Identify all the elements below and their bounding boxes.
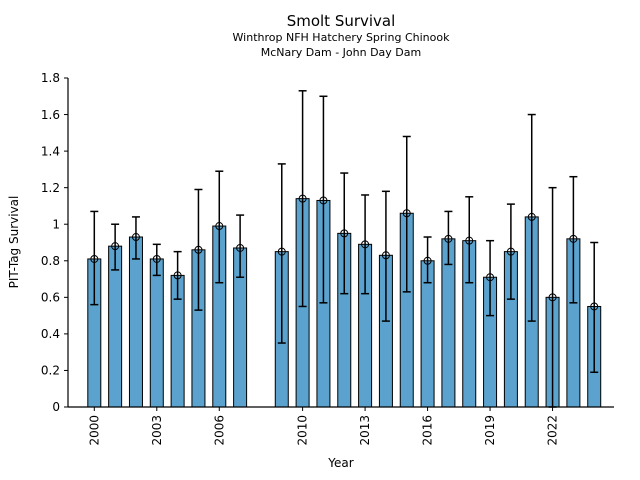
marker-2021 xyxy=(527,212,536,221)
marker-2003 xyxy=(152,254,161,263)
y-tick-label: 0 xyxy=(52,400,60,414)
marker-2012 xyxy=(340,229,349,238)
x-tick-label: 2013 xyxy=(358,415,372,446)
y-tick-label: 1.6 xyxy=(41,108,60,122)
x-tick-label: 2010 xyxy=(296,415,310,446)
marker-2015 xyxy=(402,209,411,218)
chart-title: Smolt Survival xyxy=(286,12,396,30)
x-tick-label: 2022 xyxy=(546,415,560,446)
y-tick-label: 1.2 xyxy=(41,181,60,195)
marker-2019 xyxy=(486,273,495,282)
marker-2017 xyxy=(444,234,453,243)
marker-2013 xyxy=(361,240,370,249)
marker-2023 xyxy=(569,234,578,243)
marker-2009 xyxy=(277,247,286,256)
marker-2004 xyxy=(173,271,182,280)
marker-2007 xyxy=(236,243,245,252)
marker-2018 xyxy=(465,236,474,245)
marker-2014 xyxy=(381,251,390,260)
bar-2002 xyxy=(128,236,143,408)
marker-2005 xyxy=(194,245,203,254)
x-tick-label: 2003 xyxy=(150,415,164,446)
y-tick-label: 0.4 xyxy=(41,327,60,341)
marker-2000 xyxy=(90,254,99,263)
marker-2020 xyxy=(506,247,515,256)
x-tick-label: 2006 xyxy=(212,415,226,446)
marker-2016 xyxy=(423,256,432,265)
bar-2003 xyxy=(149,258,164,408)
marker-2001 xyxy=(111,242,120,251)
y-tick-label: 0.6 xyxy=(41,291,60,305)
x-tick-label: 2016 xyxy=(421,415,435,446)
y-tick-label: 1.8 xyxy=(41,71,60,85)
x-tick-label: 2000 xyxy=(87,415,101,446)
y-tick-label: 0.2 xyxy=(41,364,60,378)
chart-subtitle-reach: McNary Dam - John Day Dam xyxy=(260,46,422,59)
marker-2022 xyxy=(548,293,557,302)
y-tick-label: 1 xyxy=(52,217,60,231)
chart-subtitle-hatchery: Winthrop NFH Hatchery Spring Chinook xyxy=(232,31,450,44)
y-tick-label: 1.4 xyxy=(41,144,60,158)
marker-2006 xyxy=(215,222,224,231)
marker-2011 xyxy=(319,196,328,205)
x-tick-label: 2019 xyxy=(483,415,497,446)
x-axis-label: Year xyxy=(328,456,354,470)
marker-2010 xyxy=(298,194,307,203)
y-tick-label: 0.8 xyxy=(41,254,60,268)
marker-2024 xyxy=(590,302,599,311)
marker-2002 xyxy=(131,233,140,242)
